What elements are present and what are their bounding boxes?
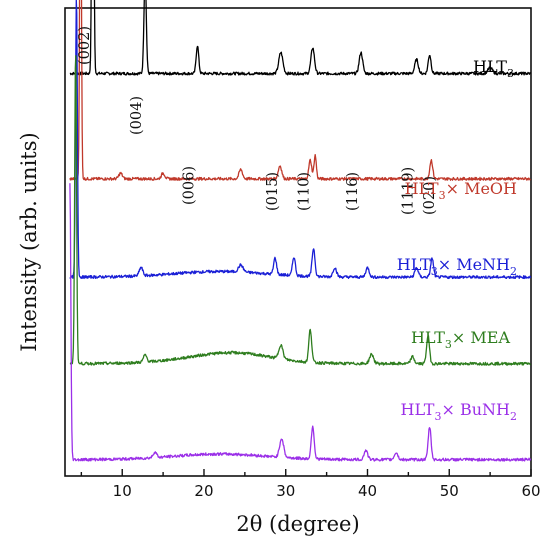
x-tick-label: 10: [113, 482, 132, 500]
series-label-rest: × MeOH: [446, 179, 517, 198]
series-label-main: HLT: [405, 179, 439, 198]
series-label-main: HLT: [411, 328, 445, 347]
series-line-0: [69, 0, 531, 76]
series-label-2: HLT3× MeNH2: [397, 255, 517, 278]
series-label-sub: 3: [439, 189, 446, 202]
series-label-sub: 3: [434, 410, 441, 423]
peak-label: (1119): [401, 167, 417, 215]
peak-label: (004): [129, 96, 145, 135]
series-line-1: [69, 0, 532, 181]
series-label-rest: × BuNH: [441, 400, 510, 419]
series-label-4: HLT3× BuNH2: [401, 400, 517, 423]
peak-label: (110): [297, 172, 313, 211]
series-line-2: [69, 0, 532, 280]
series-label-main: HLT: [473, 57, 507, 76]
series-label-main: HLT: [397, 255, 431, 274]
peak-label: (116): [345, 172, 361, 211]
series-label-rest: × MeNH: [438, 255, 510, 274]
series-label-sub: 3: [431, 265, 438, 278]
series-label-sub: 3: [507, 67, 514, 80]
y-axis-title: Intensity (arb. units): [17, 132, 41, 351]
x-tick-label: 20: [194, 482, 213, 500]
x-tick-label: 60: [521, 482, 540, 500]
plot-frame: [64, 7, 532, 477]
x-axis-title: 2θ (degree): [236, 512, 359, 536]
series-label-1: HLT3× MeOH: [405, 179, 517, 202]
series-label-3: HLT3× MEA: [411, 328, 511, 351]
peak-label: (015): [265, 172, 281, 211]
series-layer: [69, 0, 532, 462]
series-label-sub2: 2: [510, 410, 517, 423]
series-label-rest: × MEA: [452, 328, 511, 347]
peak-label: (020): [422, 176, 438, 215]
x-tick-label: 40: [358, 482, 377, 500]
series-line-3: [69, 55, 531, 366]
x-tick-label: 50: [440, 482, 459, 500]
series-label-sub: 3: [445, 338, 452, 351]
series-label-0: HLT3: [473, 57, 514, 80]
series-line-4: [69, 183, 532, 462]
peak-label: (006): [181, 166, 197, 205]
peak-label: (002): [77, 26, 93, 65]
series-label-main: HLT: [401, 400, 435, 419]
tick-layer: 10 20 30 40 50 60: [80, 469, 541, 500]
x-tick-label: 30: [276, 482, 295, 500]
peak-label-layer: (002) (004) (006) (015) (110) (116) (1119) (020…: [77, 26, 438, 215]
series-label-sub2: 2: [510, 265, 517, 278]
